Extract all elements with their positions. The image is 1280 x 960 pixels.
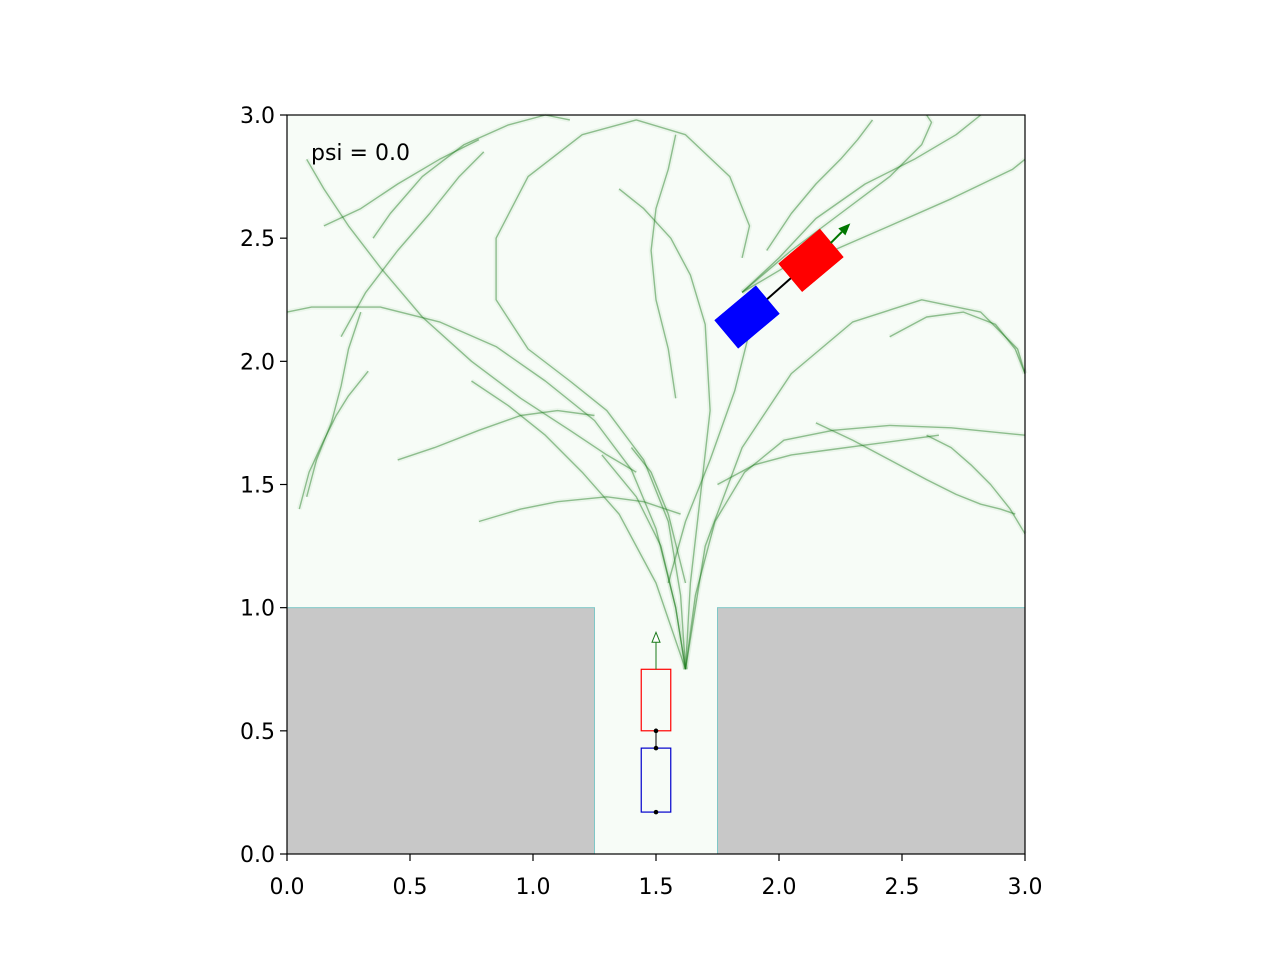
y-tick-label-4: 2.0 (240, 350, 275, 375)
trajectory-15 (340, 151, 485, 338)
trajectory-3 (684, 424, 1026, 670)
trajectory-halo-1 (599, 453, 688, 670)
x-tick-label-4: 2.0 (762, 875, 797, 900)
trajectory-18 (650, 134, 677, 399)
trajectory-halo-4 (617, 186, 713, 670)
y-axis: 0.0 0.5 1.0 1.5 2.0 2.5 3.0 (240, 104, 287, 868)
trajectory-halo-2 (470, 378, 688, 671)
trajectory-8 (741, 114, 982, 293)
x-tick-label-1: 0.5 (393, 875, 428, 900)
trajectory-halo-15 (338, 150, 486, 338)
trajectory-halo-10 (740, 113, 934, 295)
trajectory-6 (286, 306, 687, 670)
trajectory-halo-22 (629, 446, 688, 584)
trajectory-2 (471, 380, 687, 670)
trajectory-halo-8 (740, 113, 983, 295)
start-hitch-point-1 (653, 728, 659, 734)
y-tick-label-1: 0.5 (240, 720, 275, 745)
current-heading-arrow-head (838, 223, 851, 236)
trajectory-halo-13 (304, 311, 364, 498)
trajectory-halo-25 (716, 432, 940, 487)
trajectory-5 (684, 299, 1026, 670)
x-tick-label-3: 1.5 (639, 875, 674, 900)
start-hitch-point-2 (653, 745, 659, 751)
y-tick-label-0: 0.0 (240, 843, 275, 868)
trajectory-25 (717, 434, 939, 486)
trajectory-4 (618, 188, 711, 670)
trajectory-halo-3 (683, 422, 1026, 670)
x-tick-label-2: 1.0 (516, 875, 551, 900)
obstacles-layer (286, 607, 1026, 855)
y-tick-label-5: 2.5 (240, 227, 275, 252)
trajectory-halo-11 (304, 158, 638, 475)
x-axis: 0.0 0.5 1.0 1.5 2.0 2.5 3.0 (270, 854, 1043, 900)
trajectory-13 (306, 311, 362, 497)
start-heading-arrow-head (651, 630, 661, 643)
trajectory-halo-14 (296, 369, 371, 510)
trajectory-11 (306, 158, 637, 473)
y-tick-label-3: 1.5 (240, 474, 275, 499)
trajectory-halo-24 (478, 494, 682, 524)
trajectory-26 (766, 119, 874, 251)
start-hitch-point-3 (653, 809, 659, 815)
trajectory-halo-16 (322, 137, 481, 229)
obstacle-1 (286, 607, 595, 855)
trajectory-24 (478, 496, 681, 523)
current-heading-arrow-shaft (829, 231, 843, 244)
y-tick-label-6: 3.0 (240, 104, 275, 129)
trajectory-halo-18 (648, 134, 679, 399)
current-trailer-fill (714, 285, 780, 349)
trajectory-halo-5 (683, 297, 1028, 670)
trajectory-10 (741, 114, 933, 293)
x-tick-label-0: 0.0 (270, 875, 305, 900)
x-tick-label-6: 3.0 (1008, 875, 1043, 900)
trajectory-halo-6 (286, 304, 688, 670)
y-tick-label-2: 1.0 (240, 597, 275, 622)
x-tick-label-5: 2.5 (885, 875, 920, 900)
trajectory-14 (298, 370, 369, 510)
trajectory-23 (397, 409, 595, 461)
trajectory-20 (926, 434, 1026, 535)
trajectory-19 (815, 422, 1016, 515)
vehicles-layer (640, 223, 851, 815)
trajectory-halo-20 (925, 432, 1028, 536)
trajectory-1 (601, 454, 687, 670)
trajectories-layer (286, 112, 1028, 671)
trajectory-16 (323, 138, 480, 227)
psi-annotation: psi = 0.0 (311, 141, 410, 166)
trajectory-halo-23 (396, 408, 595, 463)
obstacle-2 (717, 607, 1026, 855)
trajectory-halo-7 (493, 117, 752, 670)
trajectory-halo-21 (888, 309, 1028, 375)
trajectory-21 (889, 311, 1026, 374)
trajectory-22 (630, 447, 687, 584)
trajectory-halo-26 (764, 118, 875, 252)
trajectory-halo-19 (814, 420, 1017, 517)
current-tractor-fill (778, 228, 844, 292)
trajectory-7 (495, 119, 751, 670)
